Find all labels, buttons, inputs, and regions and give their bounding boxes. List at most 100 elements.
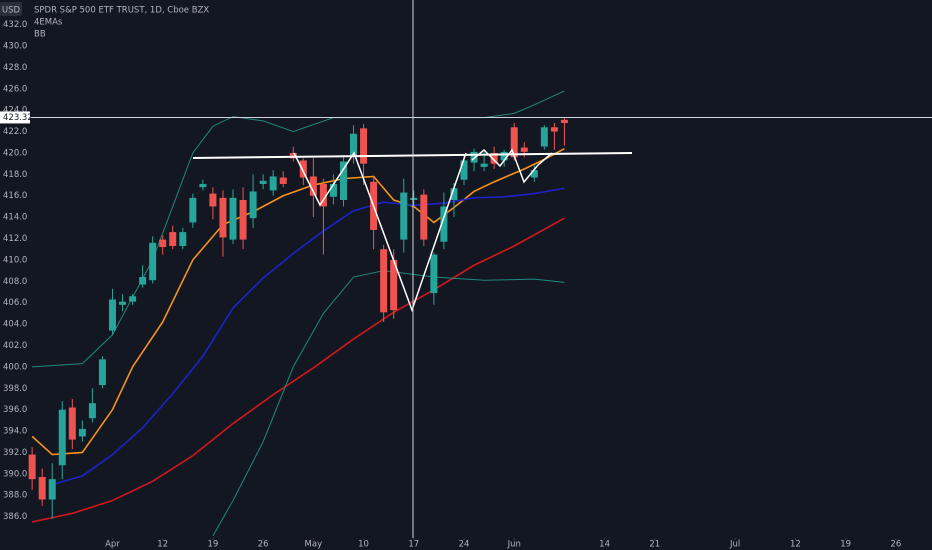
y-tick-label: 400.0 xyxy=(3,362,27,372)
y-tick-label: 428.0 xyxy=(3,63,27,73)
indicator-line xyxy=(212,270,565,537)
last-price-box xyxy=(0,111,30,124)
candle-body xyxy=(28,454,36,480)
x-tick-label: 21 xyxy=(649,540,660,550)
y-tick-label: 392.0 xyxy=(3,448,27,458)
candle-body xyxy=(229,197,237,240)
candle-body xyxy=(319,183,327,207)
y-tick-label: 424.0 xyxy=(3,106,27,116)
x-tick-label: 26 xyxy=(890,540,901,550)
candle-body xyxy=(199,183,207,188)
candle-body xyxy=(470,151,478,163)
candle-body xyxy=(179,232,187,247)
x-tick-label: 17 xyxy=(408,540,419,550)
candle-body xyxy=(430,254,438,294)
candle-body xyxy=(550,127,558,132)
candle-body xyxy=(269,176,277,191)
y-tick-label: 398.0 xyxy=(3,384,27,394)
candle-body xyxy=(299,160,307,178)
w-pattern xyxy=(293,151,467,313)
x-tick-label: 26 xyxy=(258,540,269,550)
candle-body xyxy=(410,197,418,201)
w-pattern-small xyxy=(471,148,553,184)
candle-body xyxy=(380,249,388,313)
candle-body xyxy=(510,127,518,158)
x-axis xyxy=(0,538,932,550)
y-tick-label: 388.0 xyxy=(3,491,27,501)
candle-body xyxy=(450,188,458,201)
x-tick-label: 19 xyxy=(840,540,851,550)
candle-body xyxy=(129,296,137,302)
candle-body xyxy=(58,409,66,466)
x-tick-label: Jul xyxy=(729,540,740,550)
candle-body xyxy=(108,299,116,331)
candle-body xyxy=(329,183,337,197)
candle-body xyxy=(400,192,408,240)
y-tick-label: 416.0 xyxy=(3,191,27,201)
candle-body xyxy=(440,206,448,242)
candle-body xyxy=(560,119,568,124)
x-tick-label: 12 xyxy=(157,540,168,550)
x-tick-label: 10 xyxy=(358,540,369,550)
candle-body xyxy=(249,191,257,219)
candle-body xyxy=(209,193,217,207)
candle-body xyxy=(279,177,287,184)
candle-body xyxy=(339,161,347,201)
candle-body xyxy=(239,200,247,240)
candle-body xyxy=(350,133,358,158)
y-tick-label: 418.0 xyxy=(3,170,27,180)
candle-body xyxy=(38,477,46,500)
candle-body xyxy=(119,301,127,305)
candle-body xyxy=(98,359,106,386)
candle-body xyxy=(530,170,538,178)
candle-body xyxy=(490,152,498,164)
candle-body xyxy=(149,242,157,281)
indicator-line xyxy=(52,187,565,486)
candle-body xyxy=(520,147,528,152)
y-tick-label: 402.0 xyxy=(3,341,27,351)
x-tick-label: 14 xyxy=(599,540,610,550)
candle-body xyxy=(480,163,488,167)
candle-body xyxy=(219,197,227,238)
x-tick-label: Jun xyxy=(507,540,521,550)
y-tick-label: 432.0 xyxy=(3,20,27,30)
currency-box xyxy=(0,2,22,16)
y-tick-label: 422.0 xyxy=(3,127,27,137)
x-tick-label: 19 xyxy=(207,540,218,550)
y-tick-label: 386.0 xyxy=(3,512,27,522)
candle-body xyxy=(189,197,197,223)
candle-body xyxy=(390,259,398,311)
candle-body xyxy=(78,428,86,437)
candle-body xyxy=(48,479,56,500)
last-price-label: 423.32 xyxy=(3,113,33,123)
candle-body xyxy=(289,152,297,159)
x-tick-label: Apr xyxy=(105,540,120,550)
y-tick-label: 406.0 xyxy=(3,298,27,308)
chart-title: SPDR S&P 500 ETF TRUST, 1D, Cboe BZX xyxy=(34,6,209,16)
indicator-line xyxy=(31,147,565,456)
y-tick-label: 396.0 xyxy=(3,405,27,415)
y-tick-label: 408.0 xyxy=(3,277,27,287)
candle-body xyxy=(420,194,428,240)
currency: USD xyxy=(2,6,21,16)
x-tick-label: 12 xyxy=(790,540,801,550)
y-tick-label: 390.0 xyxy=(3,469,27,479)
x-tick-label: 24 xyxy=(459,540,470,550)
y-tick-label: 414.0 xyxy=(3,213,27,223)
y-tick-label: 430.0 xyxy=(3,41,27,51)
y-tick-label: 410.0 xyxy=(3,255,27,265)
x-tick-label: May xyxy=(305,540,323,550)
candle-body xyxy=(139,277,147,285)
candle-body xyxy=(259,180,267,184)
y-tick-label: 426.0 xyxy=(3,84,27,94)
candle-body xyxy=(460,160,468,180)
candle-body xyxy=(159,239,167,248)
y-tick-label: 420.0 xyxy=(3,148,27,158)
y-tick-label: 404.0 xyxy=(3,320,27,330)
candle-body xyxy=(88,403,96,419)
indicator-label: 4EMAs xyxy=(34,18,63,28)
y-tick-label: 412.0 xyxy=(3,234,27,244)
